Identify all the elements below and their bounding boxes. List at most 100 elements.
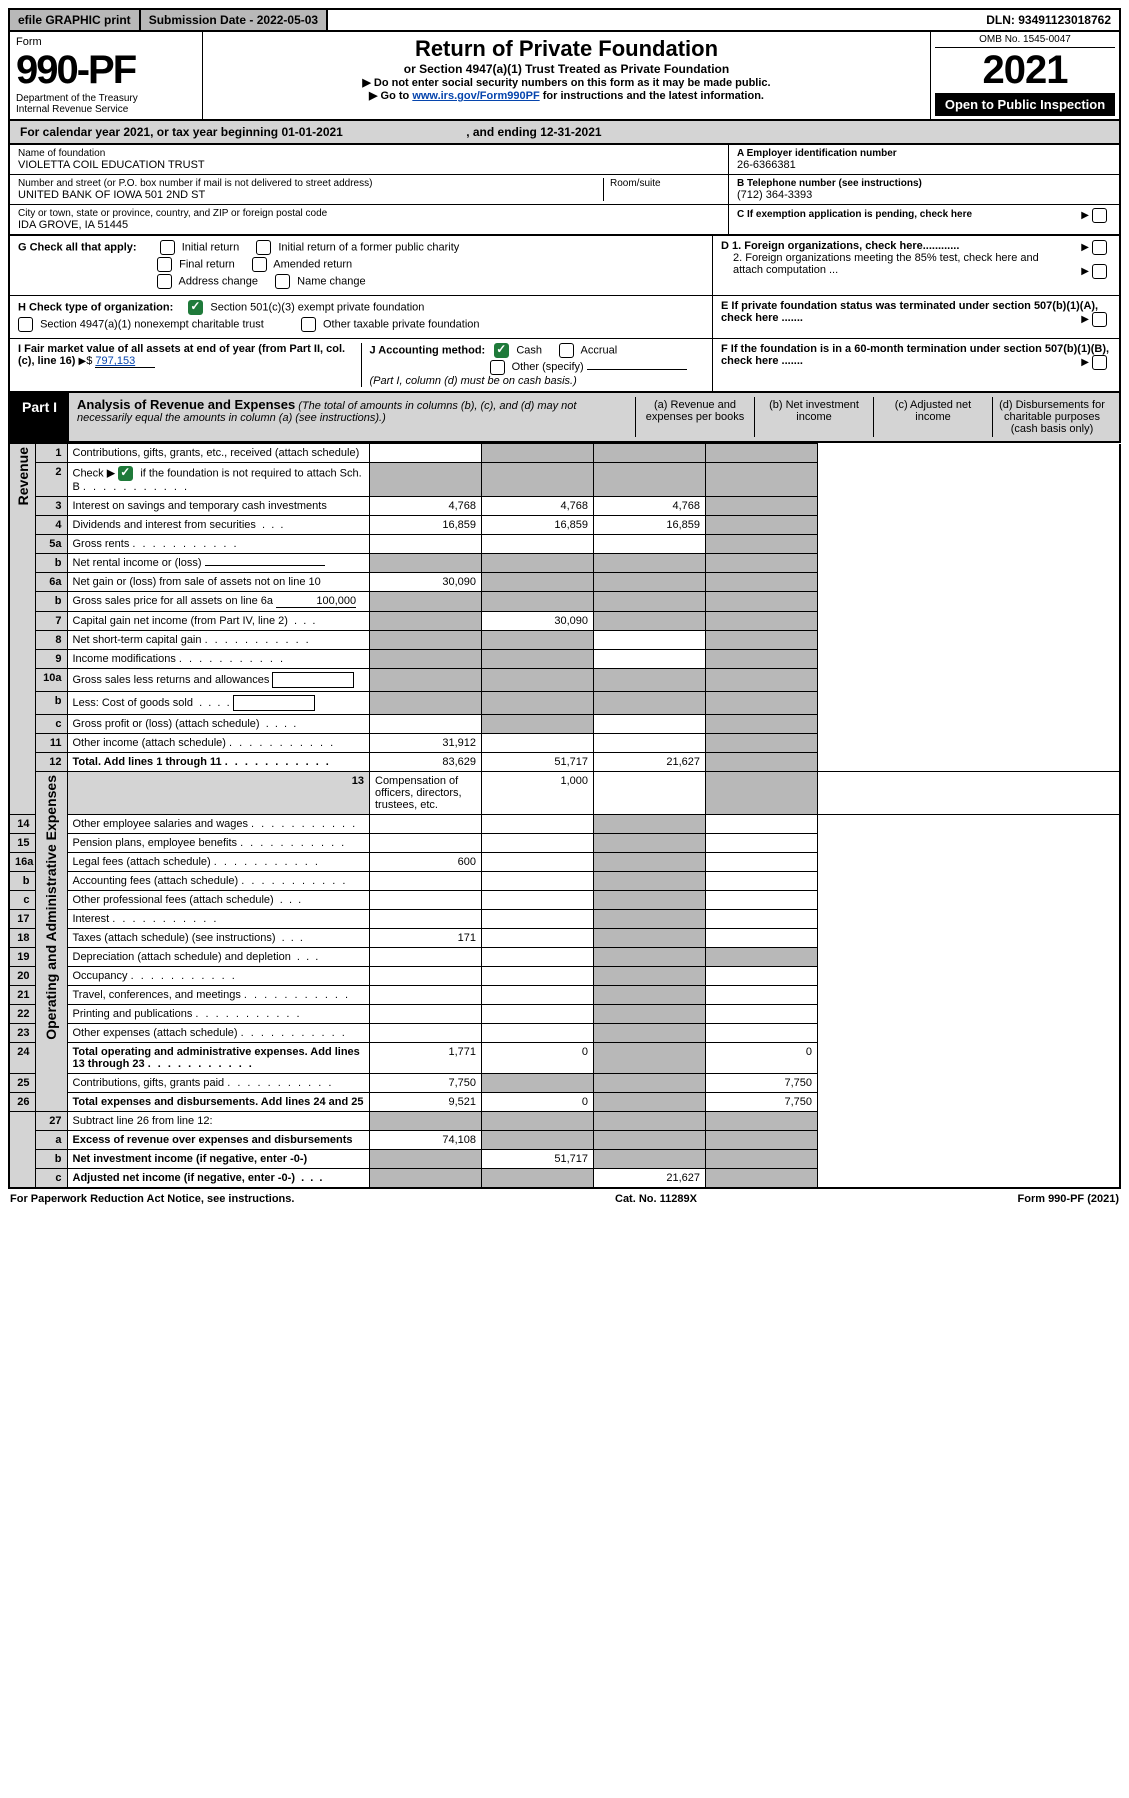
line-27-num: 27 (35, 1112, 67, 1131)
line-4-desc: Dividends and interest from securities .… (67, 516, 370, 535)
line-21-num: 21 (9, 986, 35, 1005)
e-checkbox[interactable] (1092, 312, 1107, 327)
c-label: C If exemption application is pending, c… (737, 209, 972, 220)
line-16c-desc: Other professional fees (attach schedule… (67, 891, 370, 910)
foundation-name-cell: Name of foundation VIOLETTA COIL EDUCATI… (10, 145, 728, 175)
address: UNITED BANK OF IOWA 501 2ND ST (18, 189, 603, 201)
instr-goto: ▶ Go to www.irs.gov/Form990PF for instru… (213, 89, 920, 102)
line-5b-num: b (35, 554, 67, 573)
line-1-a (370, 444, 482, 463)
h-4947-checkbox[interactable] (18, 317, 33, 332)
line-15-desc: Pension plans, employee benefits (67, 834, 370, 853)
i-label: I Fair market value of all assets at end… (18, 343, 345, 367)
line-3-a: 4,768 (370, 497, 482, 516)
g-opt-final: Final return (179, 258, 235, 270)
g-opt-former: Initial return of a former public charit… (278, 241, 459, 253)
j-accrual-checkbox[interactable] (559, 343, 574, 358)
line-5b-desc: Net rental income or (loss) (67, 554, 370, 573)
calyear-begin: 01-01-2021 (281, 125, 342, 139)
line-2-num: 2 (35, 463, 67, 497)
j-accrual: Accrual (581, 344, 618, 356)
address-cell: Number and street (or P.O. box number if… (10, 175, 728, 205)
irs-link[interactable]: www.irs.gov/Form990PF (412, 90, 539, 102)
line-27c-c: 21,627 (594, 1169, 706, 1189)
line-23-desc: Other expenses (attach schedule) (67, 1024, 370, 1043)
efile-print-label[interactable]: efile GRAPHIC print (10, 10, 141, 30)
d1-label: D 1. Foreign organizations, check here..… (721, 240, 959, 252)
subdate-label: Submission Date - (149, 13, 257, 27)
d2-label: 2. Foreign organizations meeting the 85%… (733, 252, 1039, 276)
line-1-b (482, 444, 594, 463)
line-24-desc: Total operating and administrative expen… (67, 1043, 370, 1074)
line-16a-a: 600 (370, 853, 482, 872)
part1-table: Revenue 1 Contributions, gifts, grants, … (8, 443, 1121, 1189)
fmv-link[interactable]: 797,153 (95, 355, 155, 368)
line-27a-a: 74,108 (370, 1131, 482, 1150)
ein: 26-6366381 (737, 159, 1111, 171)
line-22-num: 22 (9, 1005, 35, 1024)
line-27-section (9, 1112, 35, 1189)
expenses-section-label: Operating and Administrative Expenses (35, 772, 67, 1112)
line-6b-num: b (35, 592, 67, 612)
g-initial-checkbox[interactable] (160, 240, 175, 255)
line-4-c: 16,859 (594, 516, 706, 535)
g-address-checkbox[interactable] (157, 274, 172, 289)
part1-label: Part I (10, 393, 69, 441)
col-d-header: (d) Disbursements for charitable purpose… (992, 397, 1111, 437)
j-note: (Part I, column (d) must be on cash basi… (370, 375, 577, 387)
d1-checkbox[interactable] (1092, 240, 1107, 255)
line-21-desc: Travel, conferences, and meetings (67, 986, 370, 1005)
g-name-checkbox[interactable] (275, 274, 290, 289)
f-label: F If the foundation is in a 60-month ter… (721, 343, 1109, 367)
line-12-desc: Total. Add lines 1 through 11 (67, 753, 370, 772)
line-7-num: 7 (35, 612, 67, 631)
d2-checkbox[interactable] (1092, 264, 1107, 279)
line-12-num: 12 (35, 753, 67, 772)
info-left: Name of foundation VIOLETTA COIL EDUCATI… (10, 145, 728, 234)
open-public: Open to Public Inspection (935, 93, 1115, 116)
line-25-a: 7,750 (370, 1074, 482, 1093)
arrow-icon (79, 355, 87, 367)
arrow-icon (1081, 313, 1089, 325)
part1-title: Analysis of Revenue and Expenses (77, 397, 295, 412)
j-other-checkbox[interactable] (490, 360, 505, 375)
line-27b-desc: Net investment income (if negative, ente… (67, 1150, 370, 1169)
line-13-desc: Compensation of officers, directors, tru… (370, 772, 482, 815)
f-section: F If the foundation is in a 60-month ter… (712, 339, 1119, 391)
line-11-a: 31,912 (370, 734, 482, 753)
arrow-icon (1081, 241, 1089, 253)
line-8-num: 8 (35, 631, 67, 650)
city-cell: City or town, state or province, country… (10, 205, 728, 234)
col-c-header: (c) Adjusted net income (873, 397, 992, 437)
line-23-num: 23 (9, 1024, 35, 1043)
f-checkbox[interactable] (1092, 355, 1107, 370)
line-24-num: 24 (9, 1043, 35, 1074)
line-26-num: 26 (9, 1093, 35, 1112)
header-center: Return of Private Foundation or Section … (203, 32, 930, 119)
g-amended-checkbox[interactable] (252, 257, 267, 272)
g-label: G Check all that apply: (18, 241, 137, 253)
arrow-icon (1081, 356, 1089, 368)
line-26-d: 7,750 (706, 1093, 818, 1112)
j-cash-checkbox[interactable] (494, 343, 509, 358)
line-1-desc: Contributions, gifts, grants, etc., rece… (67, 444, 370, 463)
line-10c-desc: Gross profit or (loss) (attach schedule)… (67, 715, 370, 734)
g-final-checkbox[interactable] (157, 257, 172, 272)
footer-formref: Form 990-PF (2021) (1018, 1193, 1120, 1205)
h-other-checkbox[interactable] (301, 317, 316, 332)
col-a-header: (a) Revenue and expenses per books (635, 397, 754, 437)
c-cell: C If exemption application is pending, c… (729, 205, 1119, 223)
h-501c3-checkbox[interactable] (188, 300, 203, 315)
line-26-a: 9,521 (370, 1093, 482, 1112)
footer-paperwork: For Paperwork Reduction Act Notice, see … (10, 1193, 294, 1205)
line-11-desc: Other income (attach schedule) (67, 734, 370, 753)
line-9-desc: Income modifications (67, 650, 370, 669)
c-checkbox[interactable] (1092, 208, 1107, 223)
schb-checkbox[interactable] (118, 466, 133, 481)
line-3-b: 4,768 (482, 497, 594, 516)
line-13-a: 1,000 (482, 772, 594, 815)
g-initial-former-checkbox[interactable] (256, 240, 271, 255)
line-20-desc: Occupancy (67, 967, 370, 986)
line-8-desc: Net short-term capital gain (67, 631, 370, 650)
d-section: D 1. Foreign organizations, check here..… (712, 236, 1119, 295)
